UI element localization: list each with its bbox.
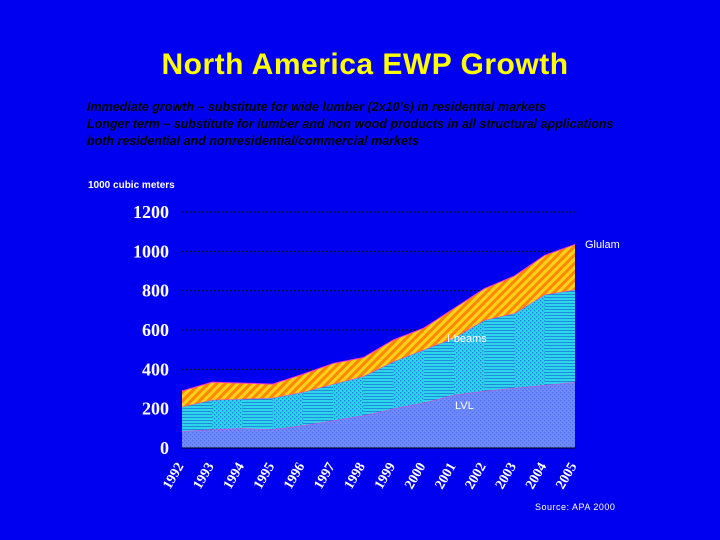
area-lvl-texture-band xyxy=(182,429,213,448)
x-tick-label: 2002 xyxy=(463,460,490,492)
area-ibeams-texture-band xyxy=(393,349,424,409)
x-tick-label: 1996 xyxy=(281,460,308,492)
area-lvl-texture-band xyxy=(242,428,273,448)
area-lvl-texture-band xyxy=(514,385,545,448)
y-tick-label: 600 xyxy=(142,320,169,340)
area-ibeams-texture-band xyxy=(454,320,485,395)
y-tick-label: 1200 xyxy=(133,202,169,222)
area-lvl-texture-band xyxy=(212,428,243,448)
area-ibeams-texture-band xyxy=(333,376,364,421)
y-tick-label: 400 xyxy=(142,359,169,379)
x-tick-label: 1992 xyxy=(160,460,187,492)
y-axis-unit-label: 1000 cubic meters xyxy=(88,180,175,191)
x-tick-label: 1999 xyxy=(372,460,399,492)
series-label-ibeams: I-beams xyxy=(447,333,487,345)
area-ibeams-texture-band xyxy=(182,399,213,432)
x-tick-label: 1995 xyxy=(251,460,278,492)
area-lvl-texture-band xyxy=(393,402,424,448)
x-tick-label: 2000 xyxy=(402,460,429,492)
series-label-glulam: Glulam xyxy=(585,239,620,251)
area-ibeams-texture-band xyxy=(272,391,303,430)
area-ibeams-texture-band xyxy=(363,361,394,416)
x-tick-label: 2004 xyxy=(523,460,550,492)
area-layer xyxy=(181,243,576,448)
series-label-lvl: LVL xyxy=(455,400,474,412)
area-lvl-texture-band xyxy=(363,408,394,448)
area-ibeams-texture-band xyxy=(242,397,273,430)
bullet-line-2: Longer term – substitute for lumber and … xyxy=(87,117,614,131)
area-ibeams-texture-band xyxy=(514,294,545,389)
area-ibeams-texture-band xyxy=(544,289,575,386)
x-tick-label: 1998 xyxy=(342,460,369,492)
y-tick-label: 800 xyxy=(142,281,169,301)
area-ibeams-texture-band xyxy=(423,337,455,403)
x-tick-label: 2003 xyxy=(493,460,520,492)
area-lvl-texture-band xyxy=(302,420,334,448)
source-note: Source: APA 2000 xyxy=(535,502,616,512)
y-tick-label: 200 xyxy=(142,399,169,419)
area-lvl-texture-band xyxy=(272,425,303,448)
x-tick-label: 1993 xyxy=(191,460,218,492)
slide-title: North America EWP Growth xyxy=(161,48,569,81)
x-tick-label: 1994 xyxy=(221,460,248,492)
area-lvl-texture-band xyxy=(484,388,515,448)
x-tick-label: 2001 xyxy=(433,460,460,492)
area-glulam-edge xyxy=(181,243,576,392)
area-ibeams-texture-band xyxy=(212,398,243,430)
area-lvl-texture-band xyxy=(544,382,575,448)
area-lvl-texture-band xyxy=(454,390,485,448)
area-glulam xyxy=(182,244,575,407)
area-ibeams-texture-band xyxy=(484,313,515,391)
bullet-line-3: both residential and nonresidential/comm… xyxy=(87,134,420,148)
bullet-list: Immediate growth – substitute for wide l… xyxy=(87,99,707,150)
y-tick-label: 0 xyxy=(160,438,169,458)
area-lvl-texture-band xyxy=(333,415,364,448)
area-lvl-texture-band xyxy=(423,394,455,448)
bullet-line-1: Immediate growth – substitute for wide l… xyxy=(87,100,546,114)
x-tick-label: 1997 xyxy=(312,460,339,492)
x-tick-label: 2005 xyxy=(553,460,580,492)
y-tick-label: 1000 xyxy=(133,241,169,261)
area-ibeams-texture-band xyxy=(302,384,334,426)
